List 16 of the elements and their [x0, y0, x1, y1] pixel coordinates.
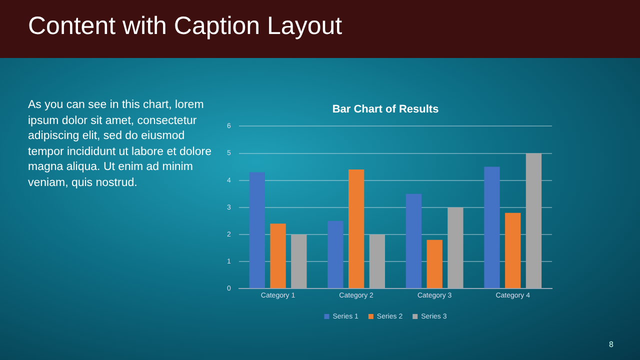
- text: 8: [609, 340, 614, 349]
- bar: [291, 234, 307, 288]
- bar: [526, 153, 542, 288]
- bar: [505, 212, 521, 288]
- bar: [426, 240, 442, 288]
- bar: [448, 207, 464, 288]
- bar: [369, 234, 386, 288]
- bar: [406, 194, 422, 288]
- chart-title: Bar Chart of Results: [332, 104, 439, 116]
- bar: [270, 224, 286, 288]
- text: Content with Caption Layout: [28, 12, 342, 41]
- bar: [328, 220, 344, 288]
- bar: [484, 166, 500, 288]
- bar: [249, 172, 265, 288]
- bar: [348, 170, 364, 288]
- text: As you can see in this chart, lorem ipsum dolor sit amet, consectetur adipiscing elit, sed do eiusmod tempor incididunt ut labore et dolore magna aliqua. Ut enim ad minim veniam, quis nostrud.: [28, 98, 212, 190]
